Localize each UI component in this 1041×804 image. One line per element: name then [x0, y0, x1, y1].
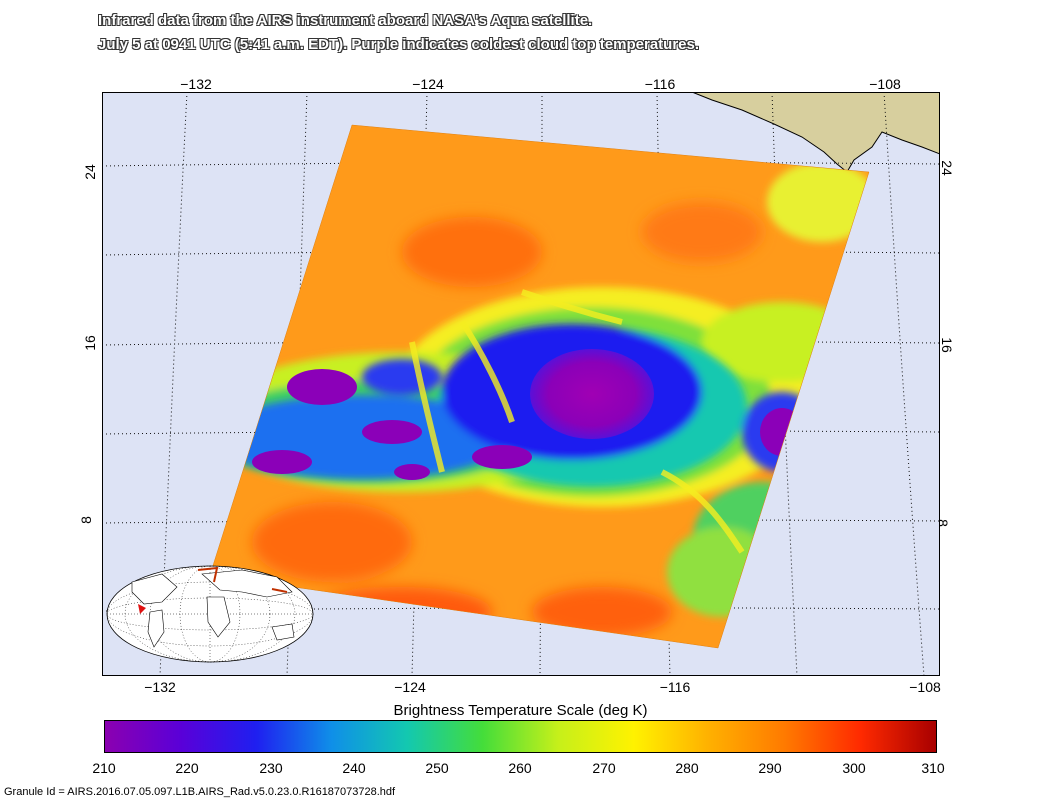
- infrared-map: [102, 92, 940, 676]
- lon-tick-bottom: −124: [394, 679, 426, 695]
- lon-tick-bottom: −116: [659, 679, 691, 695]
- colorbar-label: 310: [921, 760, 945, 776]
- colorbar-title: Brightness Temperature Scale (deg K): [393, 702, 648, 719]
- colorbar-label: 280: [675, 760, 699, 776]
- coldest-cloud-tops: [252, 349, 804, 480]
- colorbar-label: 300: [842, 760, 866, 776]
- land-baja-california: [691, 92, 940, 173]
- lat-tick-left: 24: [81, 164, 98, 180]
- granule-id: Granule Id = AIRS.2016.07.05.097.L1B.AIR…: [4, 786, 396, 798]
- colorbar-label: 270: [592, 760, 616, 776]
- colorbar-label: 260: [508, 760, 532, 776]
- colorbar-label: 290: [758, 760, 782, 776]
- world-globe-inset: [106, 565, 314, 663]
- colorbar-label: 220: [175, 760, 199, 776]
- caption-line-2: July 5 at 0941 UTC (5:41 a.m. EDT). Purp…: [98, 36, 700, 53]
- location-marker: [138, 604, 146, 614]
- lon-tick-top: −116: [644, 76, 676, 92]
- colorbar-label: 230: [259, 760, 283, 776]
- swath-outline: [209, 124, 870, 649]
- colorbar-label: 250: [425, 760, 449, 776]
- lat-tick-left: 8: [77, 516, 94, 524]
- lon-tick-top: −124: [412, 76, 444, 92]
- lat-tick-right: 16: [938, 337, 955, 353]
- lon-tick-top: −108: [869, 76, 901, 92]
- lon-tick-bottom: −108: [909, 679, 941, 695]
- spiral-streaks: [409, 289, 745, 554]
- temperature-colorbar: [104, 720, 937, 753]
- lat-tick-left: 16: [81, 335, 98, 351]
- colorbar-label: 240: [342, 760, 366, 776]
- lon-tick-bottom: −132: [144, 679, 176, 695]
- caption-line-1: Infrared data from the AIRS instrument a…: [98, 12, 593, 29]
- lat-tick-right: 24: [938, 160, 955, 176]
- map-frame: [102, 92, 940, 676]
- lon-tick-top: −132: [180, 76, 212, 92]
- colorbar-label: 210: [92, 760, 116, 776]
